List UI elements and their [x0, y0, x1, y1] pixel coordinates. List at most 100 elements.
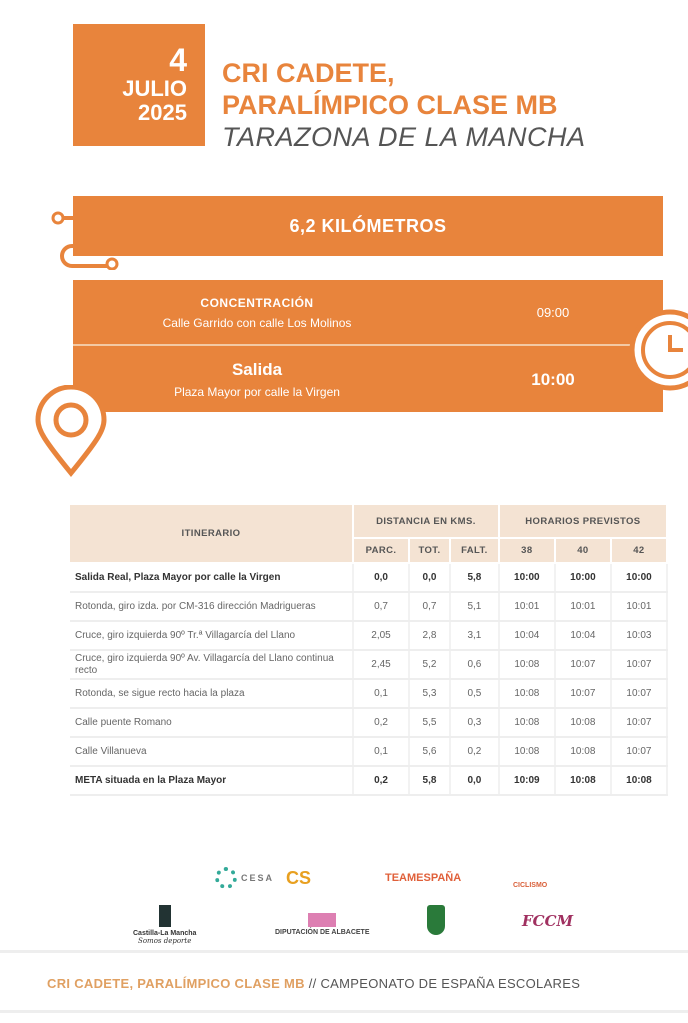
value-cell: 0,3 — [449, 708, 500, 738]
itinerary-cell: Calle puente Romano — [70, 708, 354, 738]
itinerary-cell: META situada en la Plaza Mayor — [70, 766, 354, 796]
value-cell: 10:07 — [610, 708, 669, 738]
value-cell: 10:08 — [554, 737, 612, 767]
logo-team-espana: TEAMESPAÑA — [385, 872, 462, 884]
itinerary-cell: Calle Villanueva — [70, 737, 354, 767]
distance-bar: 6,2 KILÓMETROS — [73, 196, 663, 256]
value-cell: 0,0 — [409, 563, 451, 593]
concentracion-place: Calle Garrido con calle Los Molinos — [162, 316, 352, 330]
subheader-cell: 40 — [554, 538, 612, 564]
subheader-cell: 42 — [610, 538, 669, 564]
itinerary-cell: Rotonda, giro izda. por CM-316 dirección… — [70, 592, 354, 622]
logo-cesa: CESA CS — [215, 867, 311, 889]
subheader-cell: TOT. — [409, 538, 451, 564]
divider — [0, 1010, 688, 1013]
date-day: 4 — [169, 42, 187, 78]
value-cell: 10:01 — [498, 592, 556, 622]
date-box: 4 JULIO 2025 — [73, 24, 205, 146]
value-cell: 0,6 — [449, 650, 500, 680]
value-cell: 10:04 — [498, 621, 556, 651]
salida-box: Salida Plaza Mayor por calle la Virgen 1… — [73, 346, 663, 412]
concentracion-box: CONCENTRACIÓN Calle Garrido con calle Lo… — [73, 280, 663, 345]
logo-fccm: FCCM — [522, 912, 574, 930]
sponsor-logos: CESA CS TEAMESPAÑA CICLISMO Castilla-La … — [0, 855, 688, 945]
value-cell: 10:00 — [498, 563, 556, 593]
date-month: JULIO — [122, 76, 187, 101]
table-row: Calle puente Romano 0,2 5,5 0,3 10:08 10:08 10… — [70, 708, 669, 738]
value-cell: 0,2 — [449, 737, 500, 767]
value-cell: 2,05 — [353, 621, 411, 651]
subheader-cell: FALT. — [449, 538, 500, 564]
itinerary-cell: Rotonda, se sigue recto hacia la plaza — [70, 679, 354, 709]
itinerary-cell: Salida Real, Plaza Mayor por calle la Vi… — [70, 563, 354, 593]
clock-icon — [629, 309, 688, 391]
title-line1: CRI CADETE, — [222, 58, 395, 88]
value-cell: 10:07 — [554, 650, 612, 680]
value-cell: 0,7 — [353, 592, 411, 622]
value-cell: 3,1 — [449, 621, 500, 651]
value-cell: 10:09 — [498, 766, 556, 796]
concentracion-time: 09:00 — [536, 305, 570, 320]
value-cell: 0,7 — [409, 592, 451, 622]
logo-coat-of-arms — [427, 905, 445, 935]
footer-separator: // — [308, 976, 317, 991]
table-row: Calle Villanueva 0,1 5,6 0,2 10:08 10:08 10:07 — [70, 737, 669, 767]
location-pin-icon — [35, 385, 107, 477]
table-row: Cruce, giro izquierda 90º Tr.ª Villagarc… — [70, 621, 669, 651]
divider — [0, 950, 688, 953]
value-cell: 10:00 — [610, 563, 669, 593]
value-cell: 0,1 — [353, 679, 411, 709]
salida-time: 10:00 — [531, 370, 575, 389]
logo-ciclismo: CICLISMO — [513, 882, 548, 889]
table-row: META situada en la Plaza Mayor 0,2 5,8 0,0 1… — [70, 766, 669, 796]
salida-place: Plaza Mayor por calle la Virgen — [174, 385, 340, 399]
title-line2: PARALÍMPICO CLASE MB — [222, 90, 558, 120]
divider — [73, 344, 663, 346]
header-distancia: DISTANCIA EN KMS. — [353, 505, 500, 539]
value-cell: 5,3 — [409, 679, 451, 709]
date-year: 2025 — [138, 100, 187, 125]
value-cell: 10:00 — [554, 563, 612, 593]
value-cell: 10:08 — [498, 650, 556, 680]
value-cell: 5,2 — [409, 650, 451, 680]
header-itinerario: ITINERARIO — [70, 505, 354, 564]
value-cell: 0,5 — [449, 679, 500, 709]
itinerary-cell: Cruce, giro izquierda 90º Av. Villagarcí… — [70, 650, 354, 680]
subheader-cell: PARC. — [353, 538, 411, 564]
table-row: Rotonda, se sigue recto hacia la plaza 0,… — [70, 679, 669, 709]
value-cell: 5,6 — [409, 737, 451, 767]
header-horarios: HORARIOS PREVISTOS — [498, 505, 669, 539]
value-cell: 10:08 — [610, 766, 669, 796]
salida-title: Salida — [231, 360, 283, 379]
value-cell: 10:08 — [554, 708, 612, 738]
value-cell: 10:08 — [498, 737, 556, 767]
value-cell: 5,8 — [449, 563, 500, 593]
value-cell: 10:07 — [610, 650, 669, 680]
value-cell: 10:07 — [610, 679, 669, 709]
value-cell: 10:08 — [498, 708, 556, 738]
footer-event: CRI CADETE, PARALÍMPICO CLASE MB — [47, 976, 305, 991]
table-row: Cruce, giro izquierda 90º Av. Villagarcí… — [70, 650, 669, 680]
subheader-cell: 38 — [498, 538, 556, 564]
value-cell: 2,45 — [353, 650, 411, 680]
value-cell: 10:01 — [554, 592, 612, 622]
table-row: Salida Real, Plaza Mayor por calle la Vi… — [70, 563, 669, 593]
value-cell: 0,0 — [449, 766, 500, 796]
value-cell: 10:01 — [610, 592, 669, 622]
logo-diputacion-albacete: DIPUTACIÓN DE ALBACETE — [275, 913, 370, 936]
value-cell: 10:08 — [554, 766, 612, 796]
value-cell: 5,1 — [449, 592, 500, 622]
footer-championship: CAMPEONATO DE ESPAÑA ESCOLARES — [320, 976, 581, 991]
value-cell: 0,2 — [353, 708, 411, 738]
value-cell: 0,1 — [353, 737, 411, 767]
value-cell: 10:04 — [554, 621, 612, 651]
value-cell: 2,8 — [409, 621, 451, 651]
value-cell: 5,5 — [409, 708, 451, 738]
itinerary-cell: Cruce, giro izquierda 90º Tr.ª Villagarc… — [70, 621, 354, 651]
value-cell: 10:07 — [554, 679, 612, 709]
value-cell: 10:03 — [610, 621, 669, 651]
value-cell: 0,0 — [353, 563, 411, 593]
itinerary-table: ITINERARIO DISTANCIA EN KMS. HORARIOS PR… — [70, 505, 669, 796]
value-cell: 0,2 — [353, 766, 411, 796]
location: TARAZONA DE LA MANCHA — [222, 122, 586, 152]
